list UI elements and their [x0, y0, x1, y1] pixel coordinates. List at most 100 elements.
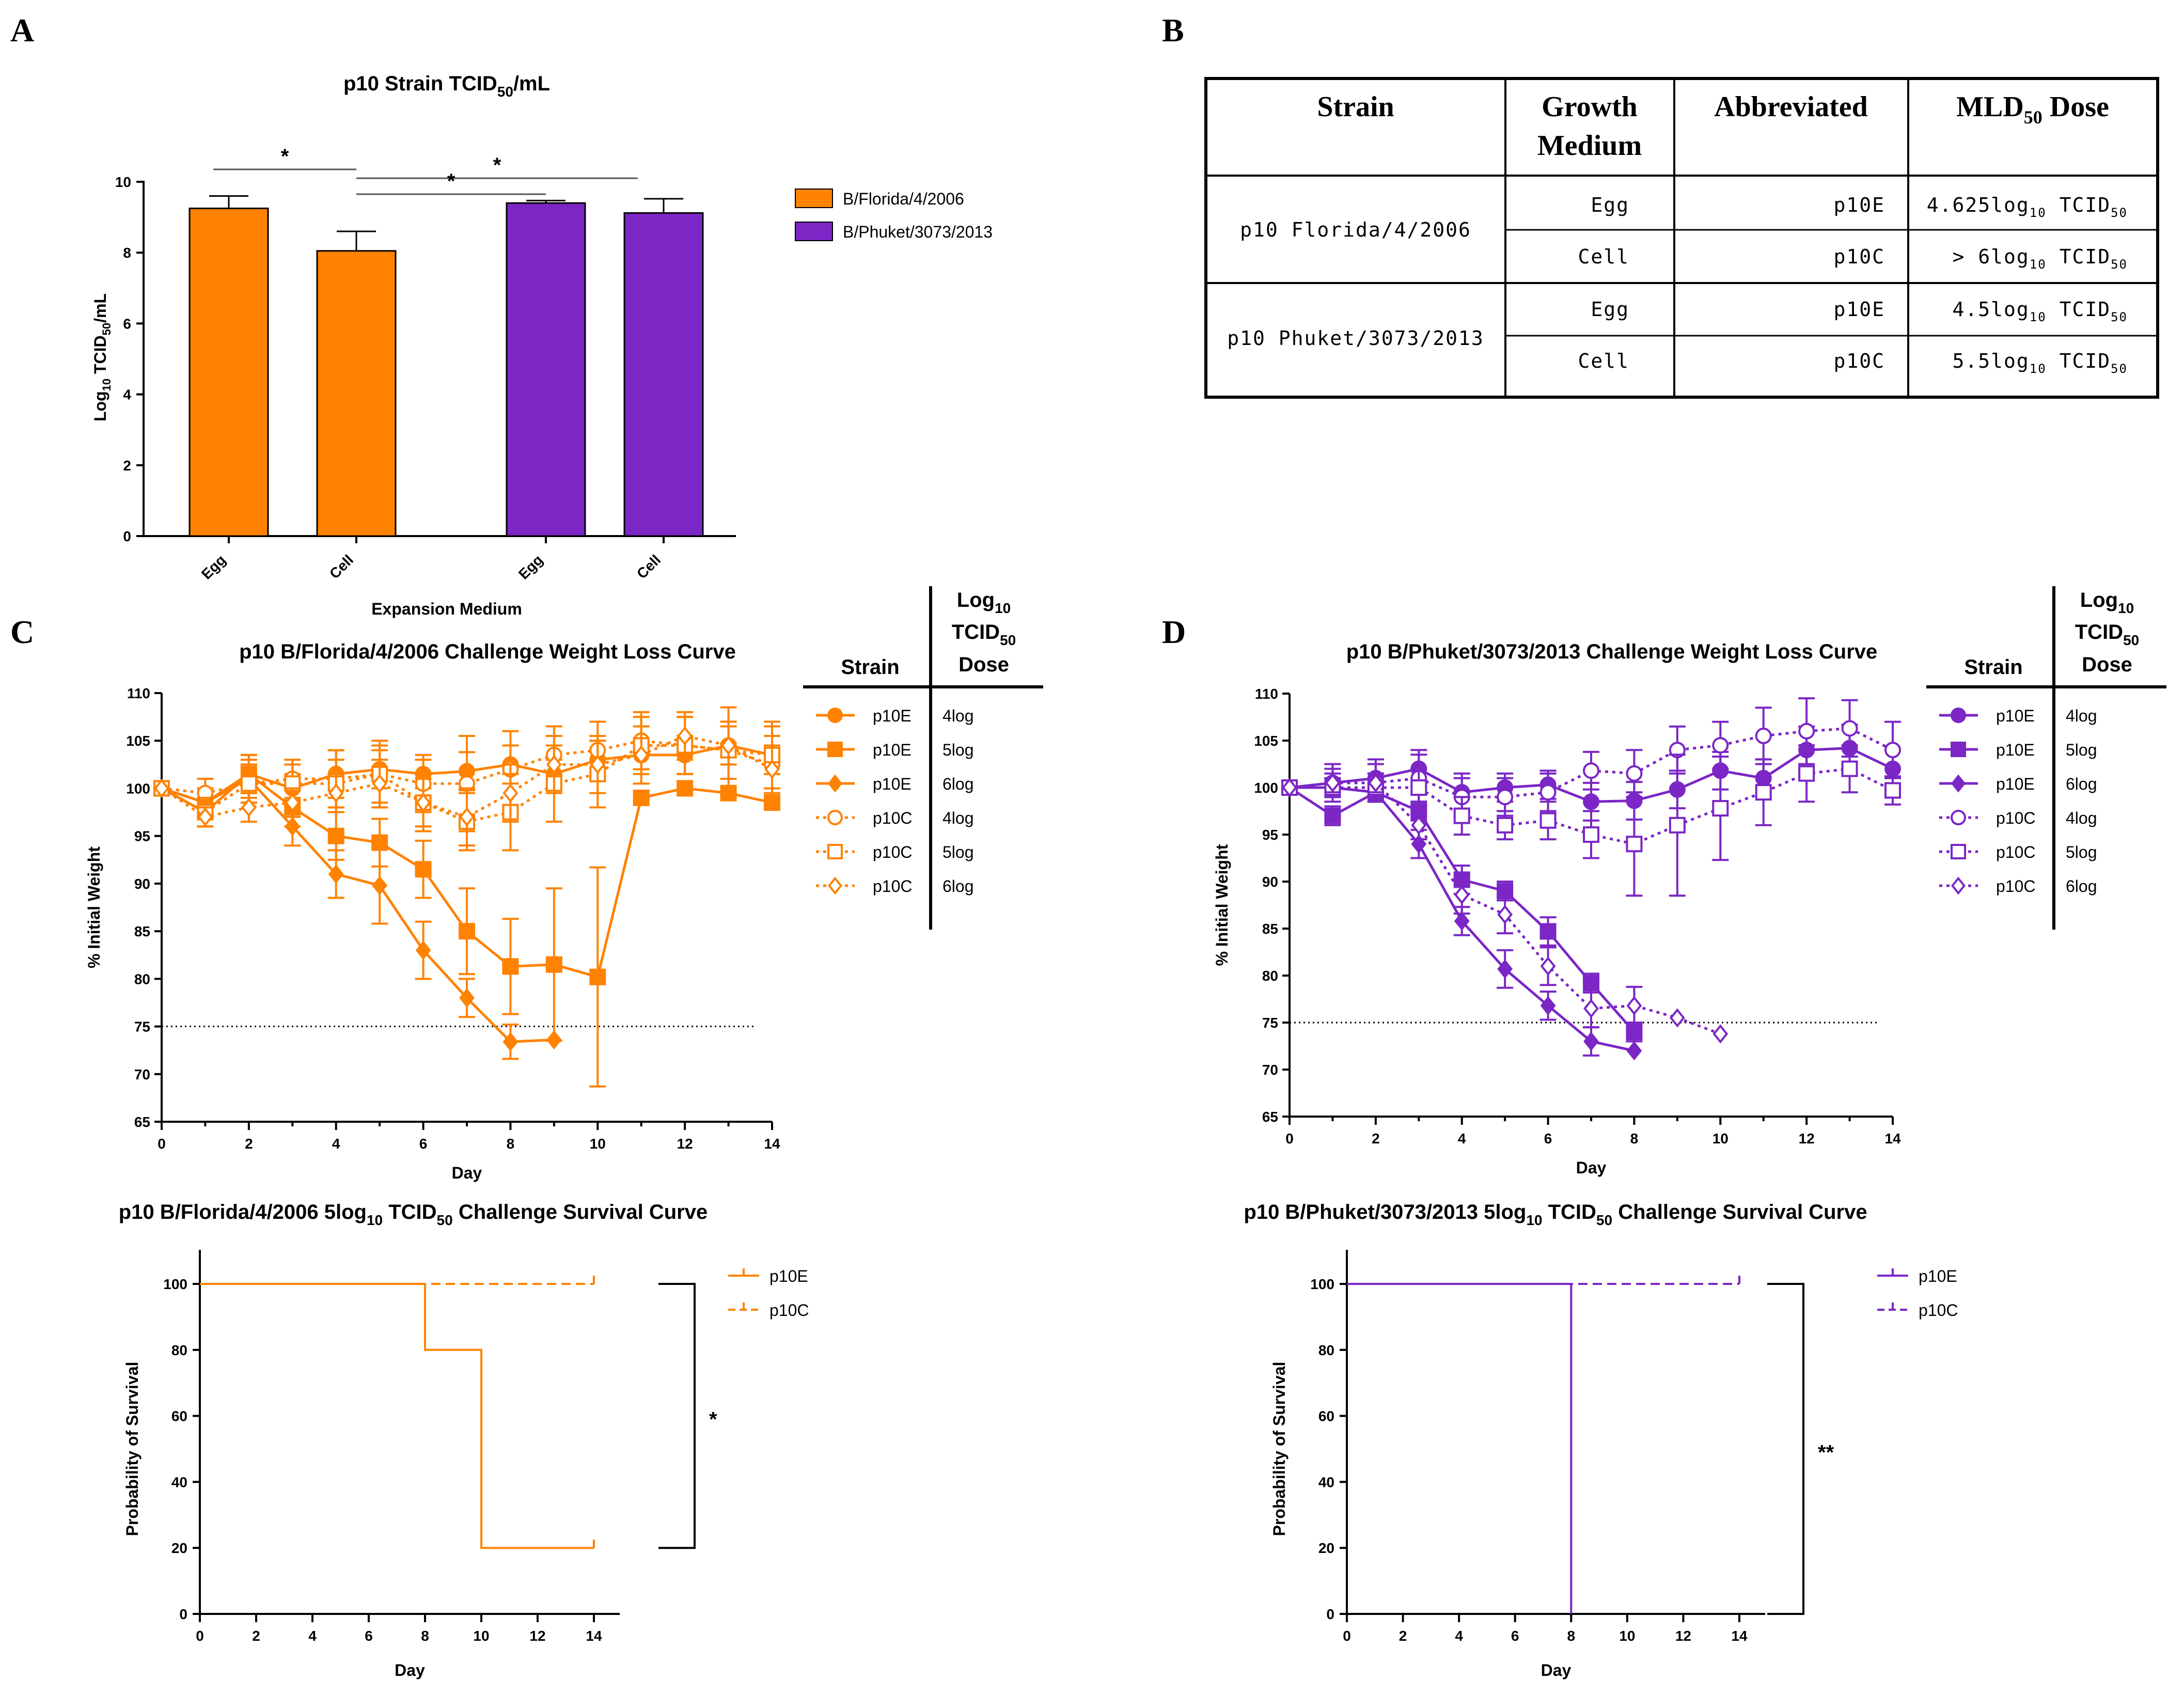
xtick-label: 10 — [473, 1628, 489, 1644]
legend-series-dose: 4log — [2066, 809, 2097, 827]
legend-series-name: p10C — [1996, 809, 2036, 827]
data-point — [415, 861, 432, 878]
ytick-label: 20 — [1318, 1540, 1334, 1556]
data-point — [1583, 826, 1599, 843]
data-point — [502, 1032, 518, 1051]
xtick-label: 14 — [1731, 1628, 1748, 1644]
data-point — [590, 755, 606, 774]
data-point — [415, 793, 431, 812]
data-point — [546, 755, 562, 774]
data-point — [1669, 817, 1686, 834]
ytick-label: 75 — [1262, 1015, 1278, 1031]
significance-star: ** — [1818, 1441, 1834, 1464]
xtick-label: 12 — [529, 1628, 545, 1644]
data-point — [1540, 996, 1556, 1015]
xtick-label: 2 — [245, 1136, 253, 1152]
data-point — [1755, 784, 1772, 801]
data-point — [1841, 760, 1858, 777]
xtick-label: 6 — [1544, 1131, 1552, 1147]
table-header-medium: Medium — [1537, 130, 1642, 162]
data-point — [502, 958, 519, 975]
data-point — [1951, 742, 1966, 757]
chart-title: p10 B/Phuket/3073/2013 Challenge Weight … — [1346, 640, 1878, 663]
bar — [623, 212, 704, 537]
legend-header-log: Log10 — [2080, 589, 2134, 616]
table-header-strain: Strain — [1317, 91, 1394, 123]
bar — [316, 250, 397, 537]
data-point — [1626, 996, 1642, 1015]
table-medium-3: Egg — [1591, 298, 1629, 321]
table-strain-florida: p10 Florida/4/2006 — [1240, 218, 1471, 241]
legend-series-name: p10E — [1996, 707, 2035, 725]
table-dose-3: 4.5log10 TCID50 — [1953, 298, 2128, 324]
data-point — [1454, 911, 1470, 931]
xtick-label: 12 — [677, 1136, 693, 1152]
ytick-label: 70 — [1262, 1062, 1278, 1078]
survival-line-p10E — [1347, 1283, 1573, 1614]
data-point — [459, 923, 475, 940]
data-point — [1497, 959, 1513, 979]
dose-table — [1204, 77, 2159, 399]
xtick-label: 2 — [252, 1628, 260, 1644]
xtick-label: 8 — [1630, 1131, 1639, 1147]
data-point — [1626, 765, 1643, 782]
data-point — [1755, 727, 1772, 744]
series-p10C-6log — [1282, 772, 1729, 1044]
ytick-label: 85 — [134, 923, 150, 939]
data-point — [827, 810, 843, 825]
table-medium-1: Egg — [1591, 194, 1629, 216]
ytick-label: 80 — [134, 971, 150, 987]
ytick-label: 95 — [1262, 827, 1278, 843]
chart-a-xlabel: Expansion Medium — [371, 600, 522, 618]
xtick-label: 6 — [365, 1628, 373, 1644]
ytick-label: 0 — [1326, 1606, 1334, 1622]
table-medium-2: Cell — [1578, 245, 1629, 268]
xtick-label: 12 — [1675, 1628, 1691, 1644]
legend-series-name: p10C — [1919, 1301, 1958, 1320]
bar — [188, 207, 269, 537]
legend-header-tcid: TCID50 — [2075, 621, 2139, 648]
xtick-label: 10 — [1619, 1628, 1635, 1644]
series-line — [161, 739, 773, 795]
data-point — [1497, 817, 1514, 834]
data-point — [1951, 876, 1966, 895]
ytick-label: 40 — [1318, 1474, 1334, 1490]
xtick-label: 8 — [1567, 1628, 1575, 1644]
data-point — [677, 780, 694, 797]
ytick-label: 20 — [171, 1540, 187, 1556]
ytick-label: 60 — [171, 1408, 187, 1424]
ytick-label: 90 — [1262, 874, 1278, 890]
data-point — [1841, 720, 1858, 737]
table-dose-4: 5.5log10 TCID50 — [1953, 350, 2128, 376]
data-point — [1324, 807, 1341, 824]
ytick-label: 105 — [1254, 733, 1278, 749]
legend-swatch-florida — [795, 189, 833, 208]
table-header-growth: Growth — [1542, 91, 1638, 123]
xtick-label: 2 — [1372, 1131, 1380, 1147]
chart-ylabel: Probability of Survival — [123, 1362, 142, 1536]
weight-chart-florida: p10 B/Florida/4/2006 Challenge Weight Lo… — [85, 586, 1043, 1182]
data-point — [827, 742, 843, 757]
legend-series-name: p10E — [1996, 775, 2035, 793]
data-point — [459, 988, 475, 1008]
significance-bracket — [1767, 1283, 1804, 1615]
ytick-label: 0 — [179, 1606, 187, 1622]
chart-ylabel: Probability of Survival — [1270, 1362, 1289, 1536]
legend-series-dose: 6log — [2066, 877, 2097, 896]
legend-series-name: p10E — [873, 775, 912, 793]
a-ytick-label: 10 — [115, 174, 131, 190]
xtick-label: 6 — [1511, 1628, 1519, 1644]
data-point — [1497, 905, 1513, 924]
legend-header-dose: Dose — [959, 653, 1009, 676]
table-dose-2: > 6log10 TCID50 — [1953, 245, 2128, 272]
ytick-label: 95 — [134, 828, 150, 844]
series-p10C-6log — [154, 711, 780, 847]
data-point — [1410, 779, 1427, 796]
data-point — [1583, 975, 1599, 992]
a-xtick-label: Cell — [634, 552, 664, 582]
table-abbrev-2: p10C — [1833, 245, 1885, 268]
data-point — [328, 783, 344, 803]
legend-series-dose: 6log — [2066, 775, 2097, 793]
legend-swatch-phuket — [795, 222, 833, 241]
